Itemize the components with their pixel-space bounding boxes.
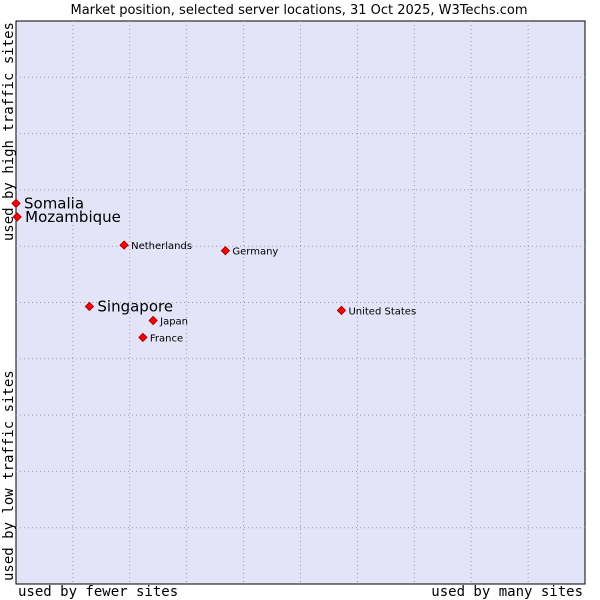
grid-lines	[16, 21, 585, 584]
point-singapore	[84, 301, 95, 312]
x-axis-label-left: used by fewer sites	[18, 584, 178, 600]
chart-title: Market position, selected server locatio…	[70, 3, 527, 18]
point-france	[138, 332, 148, 343]
point-germany	[220, 245, 231, 256]
label-germany: Germany	[232, 247, 278, 258]
label-netherlands: Netherlands	[131, 241, 192, 252]
label-somalia: Somalia	[24, 194, 84, 212]
point-united-states	[336, 305, 347, 316]
point-netherlands	[119, 240, 129, 250]
x-axis-label-right: used by many sites	[431, 584, 583, 600]
y-axis-label-bottom: used by low traffic sites	[1, 370, 17, 581]
y-axis-label-top: used by high traffic sites	[1, 22, 17, 241]
label-mozambique: Mozambique	[25, 208, 121, 226]
point-japan	[148, 315, 158, 326]
point-somalia	[11, 198, 21, 209]
label-japan: Japan	[159, 317, 188, 328]
point-mozambique	[12, 212, 22, 222]
label-france: France	[150, 333, 183, 344]
label-singapore: Singapore	[97, 297, 173, 315]
label-united-states: United States	[348, 306, 416, 317]
